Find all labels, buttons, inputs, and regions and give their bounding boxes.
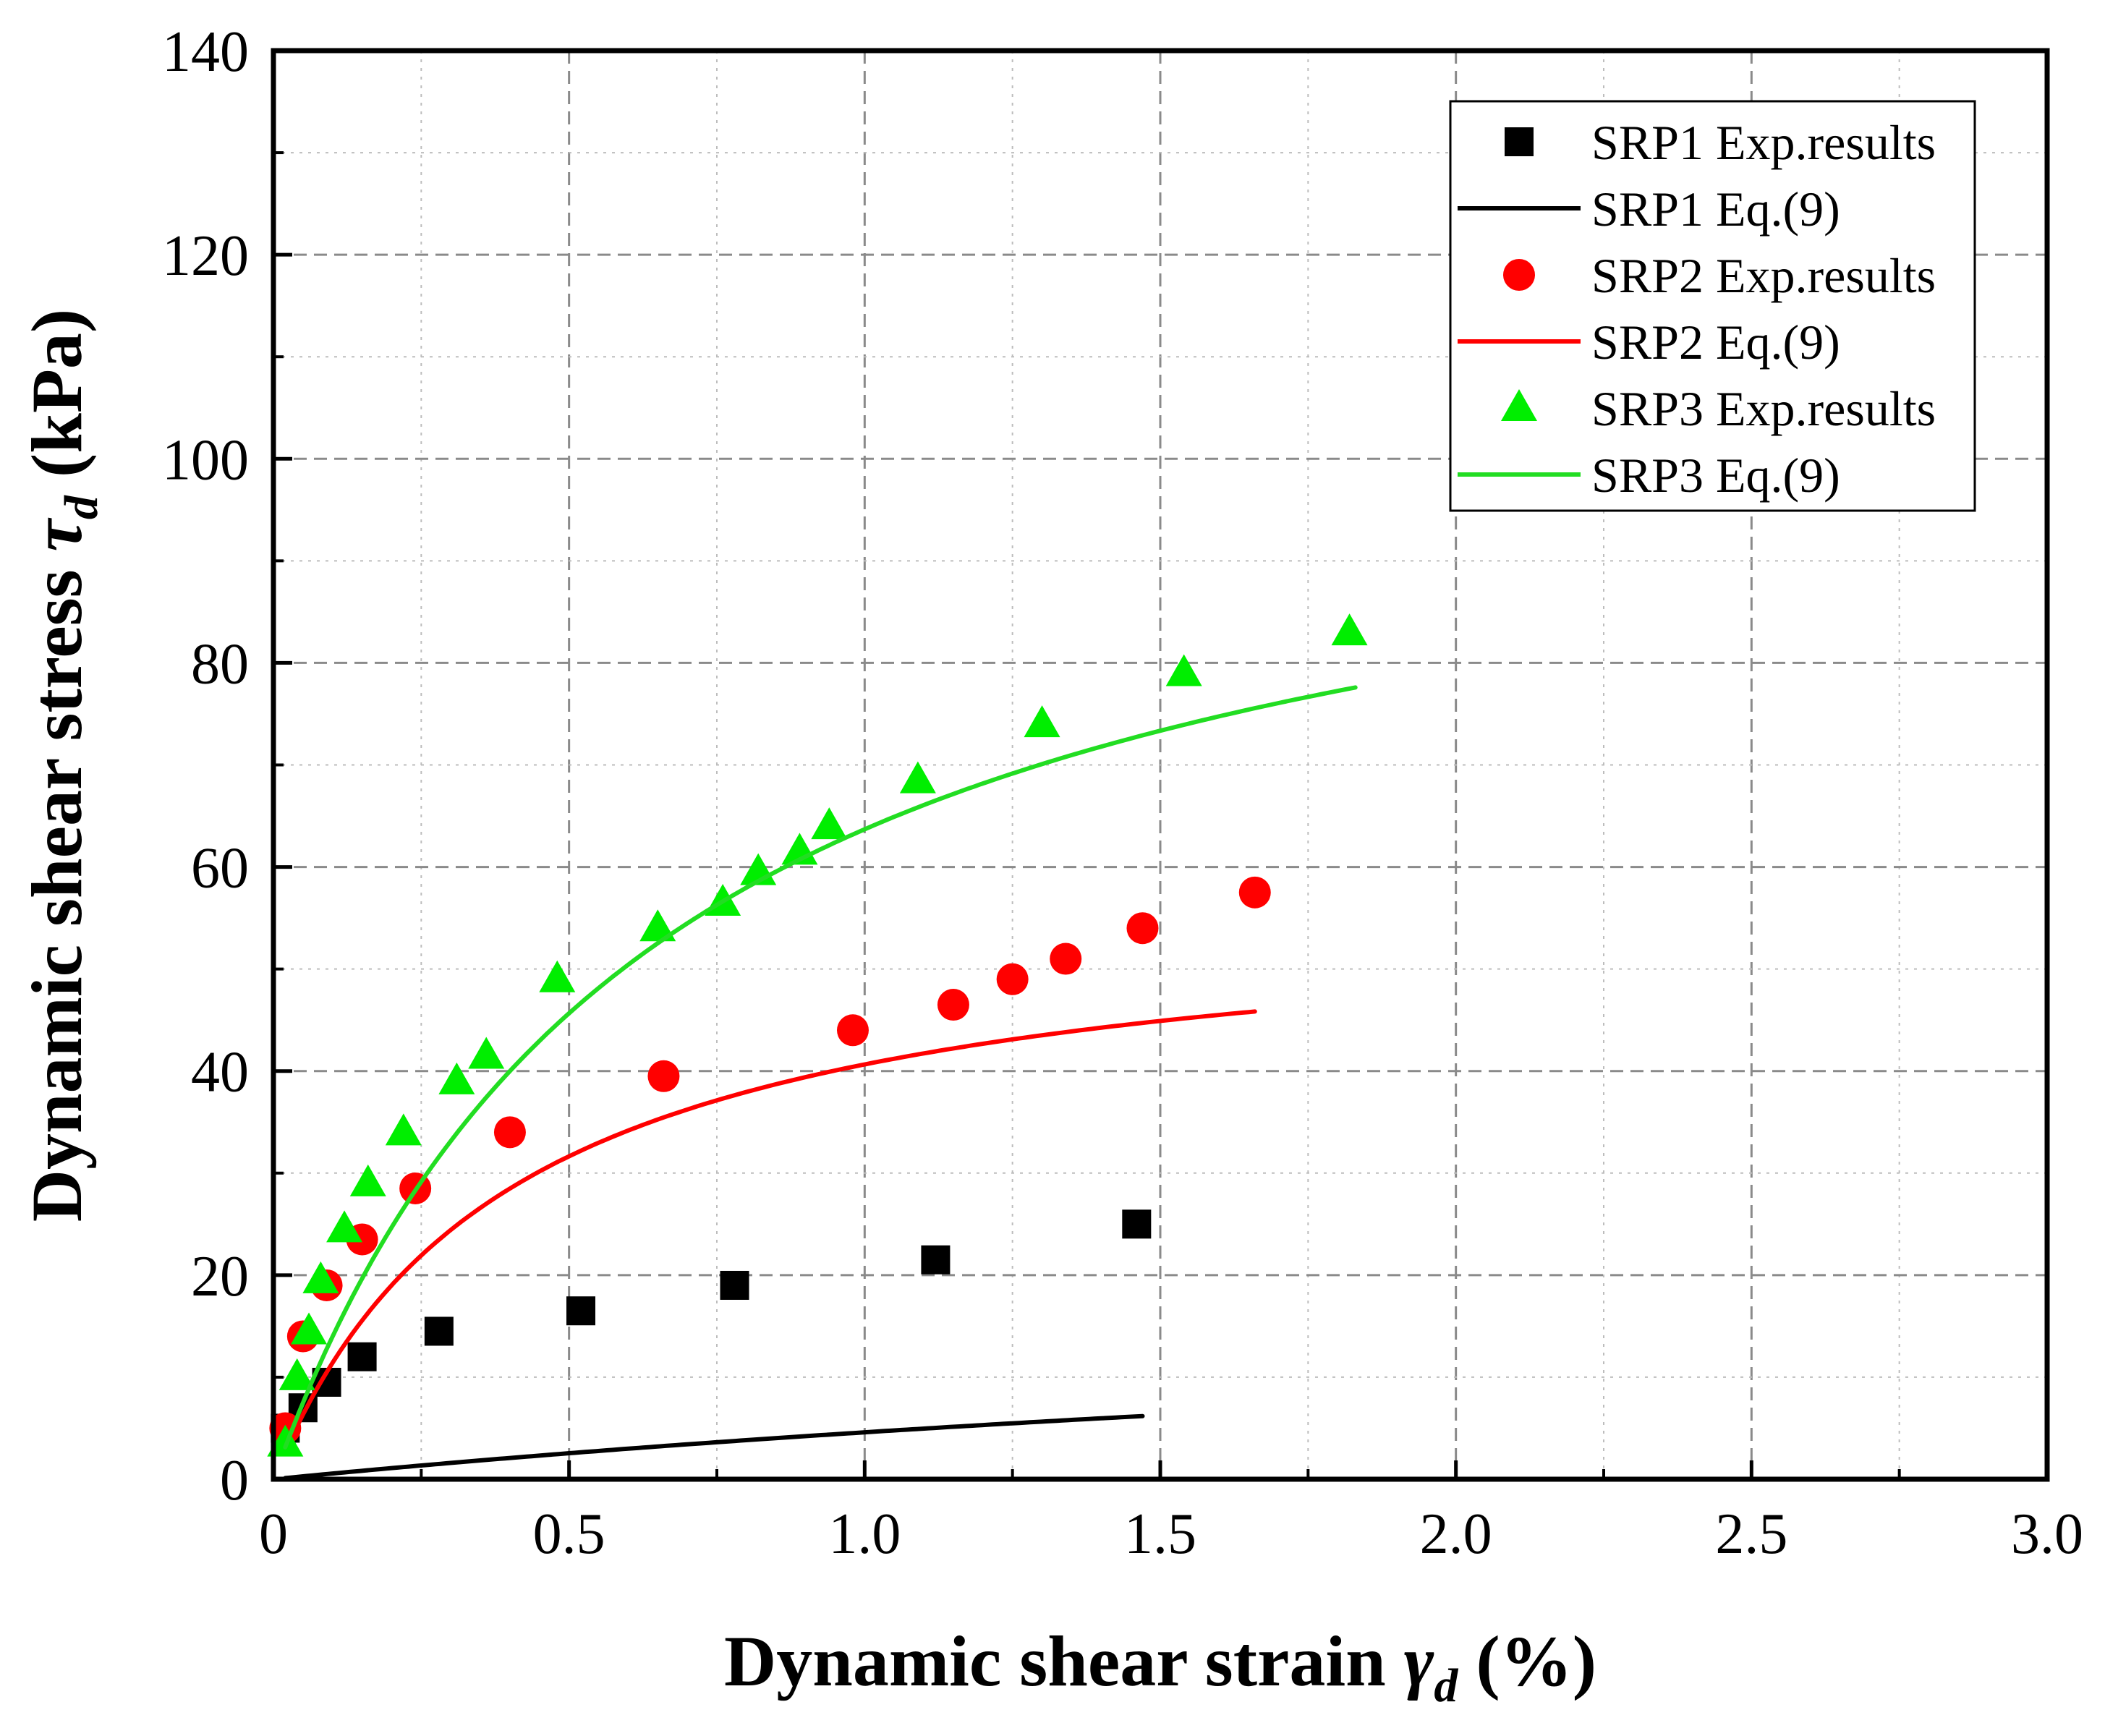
x-tick-label: 1.0: [828, 1502, 901, 1566]
data-point: [566, 1296, 596, 1326]
data-point: [1024, 705, 1060, 738]
data-point: [302, 1261, 339, 1293]
data-point: [326, 1210, 363, 1243]
data-point: [349, 1164, 386, 1196]
y-tick-label: 140: [162, 20, 249, 84]
data-point: [836, 1014, 869, 1047]
legend-label: SRP3 Eq.(9): [1591, 448, 1840, 503]
data-point: [539, 960, 576, 992]
legend-label: SRP2 Eq.(9): [1591, 315, 1840, 370]
legend-items: SRP1 Exp.results SRP1 Eq.(9) SRP2 Exp.resu…: [1458, 115, 1936, 503]
data-point: [1331, 613, 1368, 646]
series-srp1-eq-9: [283, 1413, 1145, 1481]
data-point: [996, 963, 1029, 995]
data-point: [1050, 943, 1082, 975]
legend-swatch: [1505, 127, 1534, 156]
x-axis-title: Dynamic shear strain γd (%): [724, 1621, 1596, 1712]
y-axis-title: Dynamic shear stress τd (kPa): [17, 309, 108, 1222]
y-tick-label: 60: [191, 837, 249, 901]
legend-item: SRP3 Eq.(9): [1458, 448, 1840, 503]
data-point: [1122, 1209, 1152, 1239]
data-point: [385, 1113, 422, 1146]
y-tick-label: 100: [162, 428, 249, 492]
x-tick-label: 3.0: [2011, 1502, 2083, 1566]
data-point: [493, 1116, 526, 1149]
data-point: [267, 1424, 304, 1457]
ticks: 0 0.5 1.0 1.5 2.0 2.5 3.0 0 20 40 60 80 100 120 140: [162, 20, 2083, 1566]
data-point: [424, 1316, 454, 1346]
data-point: [347, 1342, 377, 1371]
series-srp3-eq-9: [283, 685, 1358, 1450]
y-tick-label: 0: [220, 1449, 249, 1512]
legend-item: SRP2 Exp.results: [1503, 248, 1936, 303]
data-point: [291, 1312, 328, 1345]
data-point: [720, 1270, 749, 1300]
legend-label: SRP2 Exp.results: [1591, 248, 1936, 303]
legend-box: [1449, 100, 1976, 512]
data-point: [278, 1358, 315, 1390]
legend-item: SRP1 Eq.(9): [1458, 182, 1840, 237]
legend-label: SRP1 Exp.results: [1591, 115, 1936, 170]
legend-item: SRP3 Exp.results: [1501, 381, 1936, 436]
fit-line: [283, 1009, 1257, 1454]
data-point: [1238, 876, 1271, 909]
y-tick-label: 80: [191, 632, 249, 696]
legend-swatch: [1501, 389, 1537, 421]
x-tick-label: 0.5: [533, 1502, 605, 1566]
plot-series: [267, 613, 1368, 1481]
legend-item: SRP1 Exp.results: [1505, 115, 1936, 170]
data-point: [921, 1245, 951, 1275]
data-point: [639, 909, 676, 942]
data-point: [899, 761, 936, 793]
data-point: [811, 807, 848, 840]
data-point: [438, 1062, 475, 1094]
data-point: [1126, 912, 1159, 945]
x-tick-label: 2.5: [1715, 1502, 1787, 1566]
y-tick-label: 20: [191, 1245, 249, 1309]
legend-label: SRP3 Exp.results: [1591, 381, 1936, 436]
legend: SRP1 Exp.results SRP1 Eq.(9) SRP2 Exp.resu…: [1449, 100, 1976, 512]
fit-line: [283, 1413, 1145, 1481]
data-point: [468, 1037, 505, 1069]
fit-line: [283, 685, 1358, 1450]
legend-label: SRP1 Eq.(9): [1591, 182, 1840, 237]
series-srp3-exp-results: [267, 613, 1368, 1457]
x-tick-label: 0: [259, 1502, 288, 1566]
y-tick-label: 120: [162, 224, 249, 288]
legend-swatch: [1503, 259, 1535, 291]
data-point: [937, 989, 969, 1021]
data-point: [647, 1060, 680, 1092]
data-point: [1165, 654, 1202, 686]
x-tick-label: 1.5: [1124, 1502, 1196, 1566]
series-srp2-eq-9: [283, 1009, 1257, 1454]
y-tick-label: 40: [191, 1041, 249, 1105]
legend-item: SRP2 Eq.(9): [1458, 315, 1840, 370]
x-tick-label: 2.0: [1420, 1502, 1492, 1566]
